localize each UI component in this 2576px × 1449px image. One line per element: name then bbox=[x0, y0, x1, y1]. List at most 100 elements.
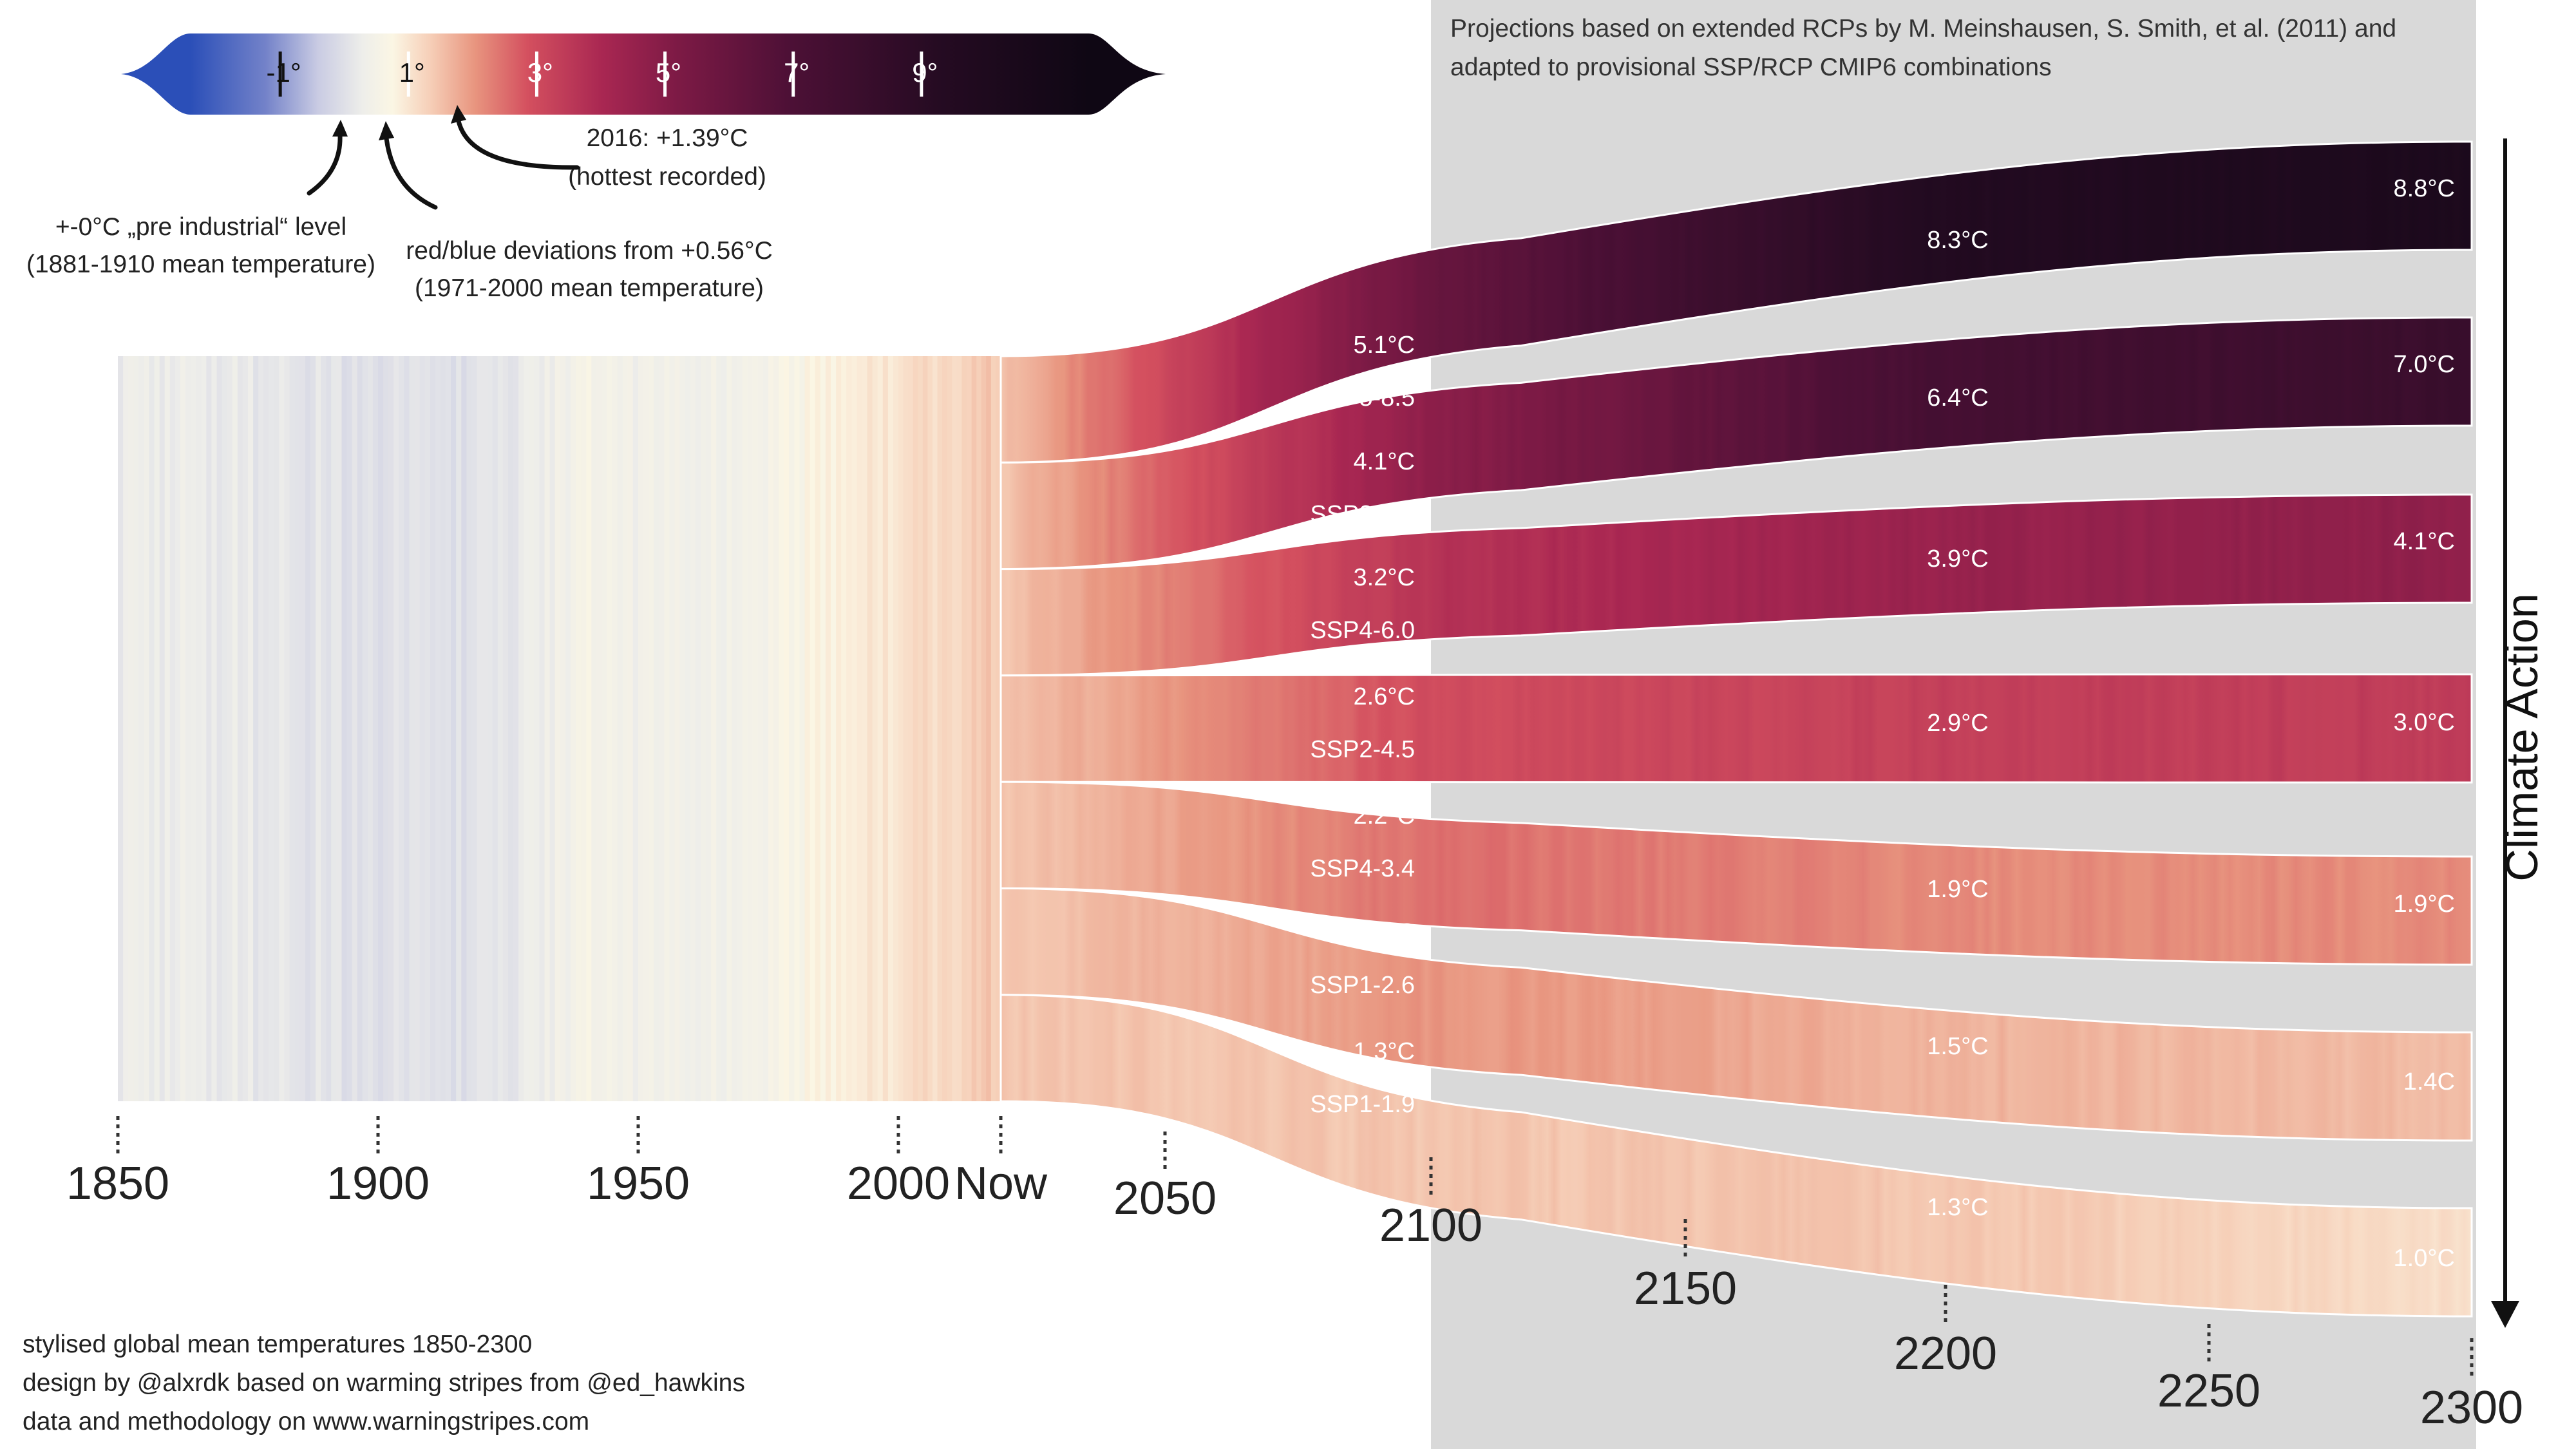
historical-stripe bbox=[779, 356, 784, 1101]
historical-stripe bbox=[299, 356, 306, 1101]
historical-stripe bbox=[996, 356, 1001, 1101]
historical-stripe bbox=[211, 356, 218, 1101]
historical-stripe bbox=[169, 356, 176, 1101]
historical-stripe bbox=[721, 356, 727, 1101]
scenario-2300-value: 8.8°C bbox=[2394, 175, 2455, 202]
historical-stripe bbox=[612, 356, 618, 1101]
annotation-arrows bbox=[307, 105, 580, 210]
historical-stripe bbox=[576, 356, 582, 1101]
historical-stripe bbox=[794, 356, 800, 1101]
historical-stripe bbox=[581, 356, 587, 1101]
historical-stripe bbox=[471, 356, 478, 1101]
historical-stripe bbox=[554, 356, 561, 1101]
historical-stripe bbox=[857, 356, 863, 1101]
historical-stripe bbox=[154, 356, 160, 1101]
historical-stripe bbox=[570, 356, 576, 1101]
scenario-ribbon-ssp4-6-0 bbox=[999, 493, 2473, 677]
historical-stripe bbox=[565, 356, 571, 1101]
historical-stripe bbox=[393, 356, 399, 1101]
x-tick-label: 2250 bbox=[2157, 1365, 2260, 1417]
historical-stripe bbox=[352, 356, 358, 1101]
historical-stripe bbox=[216, 356, 223, 1101]
historical-stripe bbox=[237, 356, 243, 1101]
historical-stripe bbox=[289, 356, 296, 1101]
stripes-band bbox=[118, 140, 2473, 1318]
historical-stripe bbox=[534, 356, 540, 1101]
arrow-deviation bbox=[384, 136, 438, 210]
scenario-name: SSP2-4.5 bbox=[1310, 736, 1415, 763]
credit-line-1: stylised global mean temperatures 1850-2… bbox=[23, 1331, 532, 1358]
historical-stripe bbox=[591, 356, 597, 1101]
historical-stripe bbox=[529, 356, 535, 1101]
historical-stripe bbox=[357, 356, 363, 1101]
x-tick-label: 2200 bbox=[1894, 1328, 1997, 1379]
historical-stripe bbox=[487, 356, 493, 1101]
scenario-2100-value: 1.3°C bbox=[1354, 1038, 1415, 1065]
scenario-2100-value: 4.1°C bbox=[1354, 448, 1415, 475]
historical-stripe bbox=[513, 356, 519, 1101]
historical-stripe bbox=[138, 356, 144, 1101]
historical-stripe bbox=[133, 356, 139, 1101]
historical-stripe bbox=[440, 356, 446, 1101]
scenario-2300-value: 1.0°C bbox=[2394, 1245, 2455, 1272]
historical-stripe bbox=[742, 356, 748, 1101]
historical-stripe bbox=[669, 356, 676, 1101]
colorbar: -1° 1° 3° 5° 7° 9° bbox=[121, 33, 1166, 115]
historical-stripe bbox=[378, 356, 384, 1101]
historical-stripe bbox=[706, 356, 712, 1101]
historical-stripe bbox=[596, 356, 603, 1101]
scenario-2200-value: 1.9°C bbox=[1927, 876, 1988, 903]
historical-stripe bbox=[310, 356, 316, 1101]
scenario-2200-value: 3.9°C bbox=[1927, 545, 1988, 573]
colorbar-shape bbox=[121, 33, 1166, 115]
historical-stripe bbox=[825, 356, 831, 1101]
historical-stripe bbox=[118, 356, 124, 1101]
historical-stripe bbox=[664, 356, 670, 1101]
historical-stripe bbox=[279, 356, 285, 1101]
historical-stripe bbox=[316, 356, 321, 1101]
historical-stripe bbox=[502, 356, 509, 1101]
historical-stripe bbox=[768, 356, 774, 1101]
historical-stripe bbox=[164, 356, 171, 1101]
historical-stripe bbox=[726, 356, 733, 1101]
historical-stripe bbox=[482, 356, 488, 1101]
annotations: 2016: +1.39°C (hottest recorded) +-0°C „… bbox=[26, 124, 773, 302]
historical-stripe bbox=[456, 356, 462, 1101]
historical-stripe bbox=[419, 356, 426, 1101]
historical-stripe bbox=[232, 356, 238, 1101]
historical-stripe bbox=[269, 356, 274, 1101]
scenario-ribbon-ssp2-4-5 bbox=[999, 673, 2473, 784]
historical-stripe bbox=[206, 356, 213, 1101]
historical-stripe bbox=[435, 356, 441, 1101]
historical-stripe bbox=[846, 356, 852, 1101]
historical-stripe bbox=[789, 356, 795, 1101]
historical-stripe bbox=[586, 356, 592, 1101]
historical-stripe bbox=[196, 356, 202, 1101]
historical-stripe bbox=[685, 356, 691, 1101]
scenario-2200-value: 8.3°C bbox=[1927, 227, 1988, 254]
historical-stripe bbox=[372, 356, 379, 1101]
historical-stripe bbox=[497, 356, 504, 1101]
historical-stripe bbox=[762, 356, 769, 1101]
scenario-2200-value: 1.5°C bbox=[1927, 1033, 1988, 1060]
historical-stripe bbox=[700, 356, 706, 1101]
historical-stripe bbox=[990, 356, 997, 1101]
historical-stripe bbox=[321, 356, 327, 1101]
colorbar-tick-label: 9° bbox=[912, 57, 938, 88]
historical-stripe bbox=[632, 356, 639, 1101]
historical-stripe bbox=[622, 356, 629, 1101]
historical-stripe bbox=[942, 356, 948, 1101]
colorbar-tick-label: 1° bbox=[399, 57, 425, 88]
historical-stripe bbox=[466, 356, 473, 1101]
historical-stripe bbox=[752, 356, 759, 1101]
historical-stripe bbox=[524, 356, 529, 1101]
historical-stripe bbox=[388, 356, 394, 1101]
historical-stripe bbox=[326, 356, 332, 1101]
scenario-2200-value: 6.4°C bbox=[1927, 384, 1988, 412]
historical-stripe bbox=[952, 356, 958, 1101]
scenario-ribbon-ssp4-3-4 bbox=[999, 781, 2473, 966]
historical-stripe bbox=[815, 356, 821, 1101]
historical-stripe bbox=[918, 356, 923, 1101]
historical-stripe bbox=[981, 356, 987, 1101]
historical-stripe bbox=[180, 356, 186, 1101]
